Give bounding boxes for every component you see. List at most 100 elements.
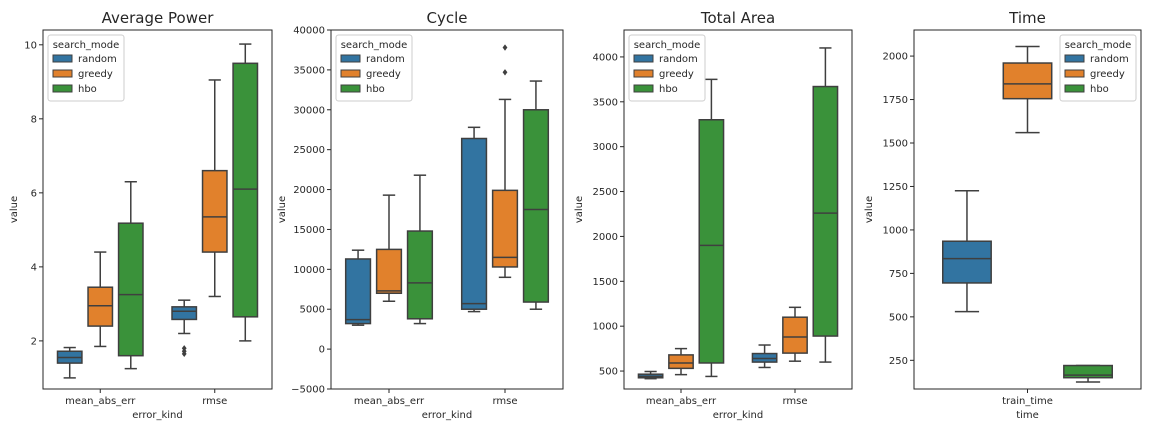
box-greedy: [375, 194, 403, 302]
iqr-box: [117, 222, 144, 357]
y-tick-label: 1000: [593, 322, 618, 333]
legend-swatch-random: [1064, 54, 1085, 63]
chart-0: Average Power 2 4 6 8 10 value mean_abs_err rmse…: [9, 9, 273, 421]
box-random: [942, 190, 992, 313]
legend-label-hbo: hbo: [78, 84, 97, 95]
box-hbo: [698, 78, 725, 378]
x-tick-label: rmse: [782, 396, 807, 407]
y-tick-label: −5000: [291, 385, 325, 396]
box-hbo: [1063, 364, 1113, 383]
box-random: [460, 126, 488, 313]
chart-title: Average Power: [102, 9, 215, 27]
y-tick-label: 35000: [293, 65, 325, 76]
iqr-box: [668, 354, 694, 370]
box-random: [171, 299, 198, 358]
box-random: [637, 370, 664, 380]
legend-label-hbo: hbo: [366, 84, 385, 95]
box-random: [344, 249, 372, 326]
y-tick-label: 4000: [593, 52, 618, 63]
y-axis-label: value: [574, 196, 585, 223]
box-greedy: [87, 251, 114, 348]
legend-label-greedy: greedy: [78, 69, 113, 80]
y-tick-label: 500: [599, 367, 618, 378]
y-tick-label: 20000: [293, 185, 325, 196]
box-random: [751, 344, 778, 369]
box-hbo: [812, 47, 839, 363]
y-tick-label: 1500: [883, 139, 908, 150]
y-tick-label: 5000: [300, 305, 325, 316]
legend-swatch-hbo: [633, 84, 654, 93]
legend-swatch-hbo: [1064, 84, 1085, 93]
legend-swatch-hbo: [52, 84, 73, 93]
box-greedy: [668, 347, 694, 376]
legend-label-greedy: greedy: [1090, 69, 1125, 80]
chart-3: Time 250 500 750 1000 1250 1500 1750 2000 value tr…: [864, 9, 1142, 421]
y-tick-label: 3500: [593, 97, 618, 108]
box-greedy: [491, 44, 519, 279]
y-tick-label: 1250: [883, 182, 908, 193]
iqr-box: [460, 137, 488, 310]
y-tick-label: 4: [31, 262, 37, 273]
chart-title: Time: [1008, 9, 1046, 27]
legend-title: search_mode: [53, 40, 120, 51]
iqr-box: [406, 230, 434, 320]
y-tick-label: 3000: [593, 142, 618, 153]
box-greedy: [1002, 45, 1053, 134]
iqr-box: [171, 306, 198, 321]
x-tick-label: rmse: [202, 396, 227, 407]
legend-label-greedy: greedy: [366, 69, 401, 80]
axes-frame: [623, 29, 853, 390]
legend-swatch-greedy: [633, 69, 654, 78]
legend-swatch-hbo: [340, 84, 361, 93]
legend-label-random: random: [659, 54, 698, 65]
y-tick-label: 2500: [593, 187, 618, 198]
legend-swatch-greedy: [52, 69, 73, 78]
x-axis-label: time: [1016, 410, 1039, 421]
y-tick-label: 2: [31, 336, 37, 347]
chart-2: Total Area 500 1000 1500 2000 2500 3000 3500 400…: [574, 9, 853, 421]
iqr-box: [698, 119, 725, 364]
iqr-box: [201, 169, 228, 253]
box-hbo: [117, 180, 144, 370]
y-tick-label: 30000: [293, 105, 325, 116]
outlier-point: [502, 69, 508, 76]
iqr-box: [1002, 62, 1053, 100]
box-greedy: [201, 79, 228, 298]
legend-title: search_mode: [634, 40, 701, 51]
iqr-box: [1063, 364, 1113, 379]
axes-frame: [913, 29, 1142, 390]
iqr-box: [232, 62, 259, 318]
outlier-point: [502, 44, 508, 51]
iqr-box: [782, 316, 808, 354]
box-hbo: [522, 80, 550, 310]
legend-swatch-random: [52, 54, 73, 63]
legend-title: search_mode: [1065, 40, 1132, 51]
iqr-box: [375, 248, 403, 295]
iqr-box: [491, 189, 519, 268]
box-random: [56, 346, 83, 379]
y-tick-label: 8: [31, 114, 37, 125]
y-tick-label: 0: [319, 345, 325, 356]
y-tick-label: 2000: [883, 52, 908, 63]
iqr-box: [942, 240, 992, 284]
y-tick-label: 10000: [293, 265, 325, 276]
box-hbo: [406, 174, 434, 325]
legend-swatch-greedy: [340, 69, 361, 78]
axes-frame: [42, 29, 273, 390]
chart-title: Total Area: [700, 9, 775, 27]
chart-1: Cycle −5000 0 5000 10000 15000 20000 25000 30000…: [277, 9, 564, 421]
x-tick-label: mean_abs_err: [65, 396, 136, 407]
legend-title: search_mode: [341, 40, 408, 51]
y-tick-label: 10: [24, 40, 37, 51]
y-tick-label: 1500: [593, 277, 618, 288]
y-tick-label: 250: [889, 356, 908, 367]
x-tick-label: mean_abs_err: [646, 396, 717, 407]
y-axis-label: value: [864, 196, 875, 223]
x-axis-label: error_kind: [422, 410, 472, 421]
outlier-point: [181, 345, 187, 352]
